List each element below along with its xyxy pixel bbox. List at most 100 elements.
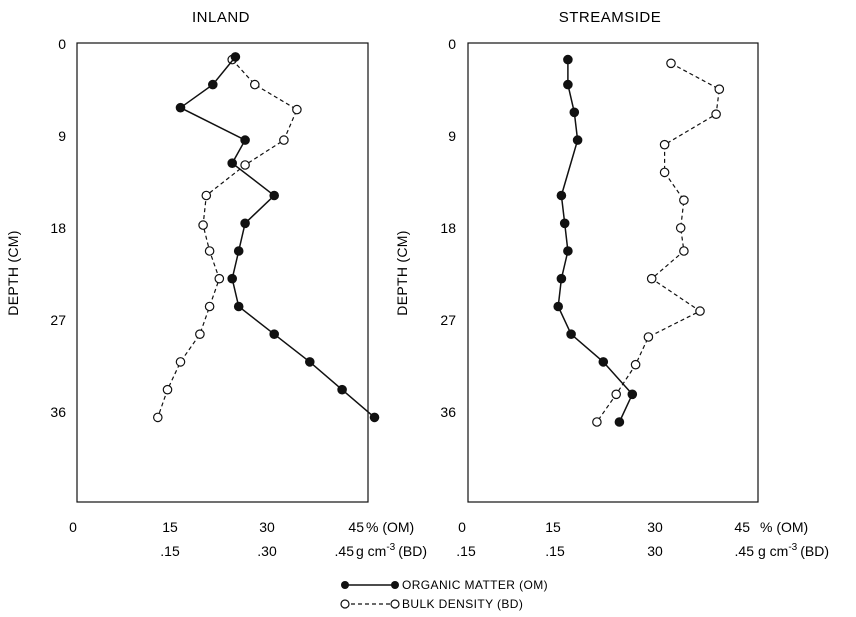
y-axis-label: DEPTH (CM) (394, 230, 410, 315)
data-point-organic-matter (240, 135, 250, 145)
data-point-bulk-density (659, 167, 670, 178)
data-point-organic-matter (227, 158, 237, 168)
x-tick-labels-om: 0 15 30 45 % (OM) (69, 519, 414, 535)
data-point-organic-matter (598, 357, 609, 367)
x-unit-tail: (BD) (800, 543, 829, 559)
data-point-bulk-density (204, 301, 215, 312)
legend-marker-om (341, 581, 349, 589)
y-tick-label: 18 (50, 220, 66, 236)
data-point-organic-matter (627, 389, 638, 400)
x-tick-labels-bd: .15 .30 .45 g cm-3 (BD) (160, 542, 427, 559)
x-unit-exponent: -3 (386, 542, 395, 553)
chart-title: INLAND (192, 9, 250, 26)
x-unit-label: g cm-3 (BD) (758, 542, 829, 559)
x-tick-label: 15 (162, 519, 178, 535)
x-unit-label: % (OM) (760, 519, 808, 535)
series-marks (153, 52, 380, 423)
data-point-bulk-density (292, 104, 302, 115)
data-point-organic-matter (233, 246, 244, 256)
y-tick-label: 36 (440, 404, 456, 420)
panel-inland: INLAND 0 9 18 27 36 DEPTH (CM) 0 15 30 4… (5, 9, 427, 559)
data-point-bulk-density (204, 246, 215, 256)
x-unit-exponent: -3 (788, 542, 797, 553)
chart-title: STREAMSIDE (559, 9, 662, 26)
y-tick-label: 0 (58, 36, 66, 52)
series-line-bulk-density (596, 62, 720, 423)
data-point-organic-matter (304, 357, 315, 367)
legend-marker-bd (390, 599, 400, 609)
data-point-organic-matter (233, 301, 244, 312)
data-point-organic-matter (230, 52, 241, 62)
data-point-organic-matter (269, 329, 279, 339)
y-tick-label: 27 (50, 312, 66, 328)
legend-item-bd: BULK DENSITY (BD) (340, 597, 523, 611)
x-tick-label: 45 (734, 519, 750, 535)
data-point-bulk-density (201, 190, 212, 201)
x-tick-labels-om: 0 15 30 45 % (OM) (458, 519, 808, 535)
data-point-organic-matter (556, 273, 567, 284)
legend-marker-om (391, 581, 399, 589)
x-tick-label: 0 (458, 519, 466, 535)
plot-frame (467, 42, 759, 503)
data-point-bulk-density (630, 359, 641, 370)
data-point-organic-matter (563, 54, 573, 65)
x-tick-label: 15 (545, 519, 561, 535)
x-unit-base: g cm (758, 543, 788, 559)
legend-item-om: ORGANIC MATTER (OM) (341, 578, 548, 592)
data-point-organic-matter (559, 218, 570, 229)
plot-frame (76, 42, 369, 503)
panel-streamside: STREAMSIDE 0 9 18 27 36 DEPTH (CM) 0 15 … (394, 9, 829, 559)
series-line-bulk-density (157, 59, 298, 418)
y-tick-label: 18 (440, 220, 456, 236)
series-line-organic-matter (557, 59, 634, 423)
x-tick-label: .15 (160, 543, 180, 559)
data-point-bulk-density (279, 135, 289, 145)
y-axis-label: DEPTH (CM) (5, 230, 21, 315)
x-unit-tail: (BD) (398, 543, 427, 559)
data-point-bulk-density (162, 384, 173, 395)
legend-label-bd: BULK DENSITY (BD) (402, 597, 523, 611)
data-point-bulk-density (643, 332, 654, 342)
x-tick-label: .15 (545, 543, 565, 559)
data-point-bulk-density (675, 223, 686, 233)
x-tick-label: 30 (647, 519, 663, 535)
data-point-organic-matter (556, 190, 567, 201)
y-tick-labels: 0 9 18 27 36 (50, 36, 66, 420)
legend: ORGANIC MATTER (OM) BULK DENSITY (BD) (340, 578, 548, 611)
data-point-organic-matter (614, 417, 625, 427)
data-point-organic-matter (563, 246, 573, 256)
data-point-bulk-density (195, 329, 205, 339)
data-point-bulk-density (714, 84, 725, 94)
data-point-bulk-density (659, 139, 670, 150)
data-point-organic-matter (553, 301, 563, 312)
y-tick-label: 27 (440, 312, 456, 328)
x-unit-label: g cm-3 (BD) (356, 542, 427, 559)
data-point-bulk-density (240, 160, 250, 170)
x-unit-label: % (OM) (366, 519, 414, 535)
data-point-organic-matter (369, 412, 380, 423)
y-tick-label: 9 (58, 128, 66, 144)
data-point-bulk-density (695, 306, 705, 316)
data-point-organic-matter (240, 218, 250, 229)
data-point-bulk-density (592, 417, 602, 427)
data-point-bulk-density (175, 357, 186, 367)
x-tick-label: 30 (259, 519, 275, 535)
y-tick-label: 9 (448, 128, 456, 144)
data-point-organic-matter (269, 190, 279, 201)
x-tick-label: .30 (257, 543, 277, 559)
legend-label-om: ORGANIC MATTER (OM) (402, 578, 548, 592)
x-tick-label: .45 (735, 543, 755, 559)
x-tick-labels-bd: .15 .15 30 .45 g cm-3 (BD) (456, 542, 829, 559)
data-point-organic-matter (227, 273, 237, 284)
data-point-bulk-density (711, 109, 721, 119)
series-marks (553, 54, 725, 427)
data-point-bulk-density (611, 389, 621, 400)
data-point-bulk-density (679, 195, 689, 205)
data-point-organic-matter (208, 79, 218, 90)
series-line-organic-matter (179, 56, 375, 418)
data-point-bulk-density (198, 220, 208, 230)
data-point-bulk-density (666, 58, 676, 69)
data-point-bulk-density (646, 273, 657, 284)
data-point-bulk-density (214, 273, 225, 284)
